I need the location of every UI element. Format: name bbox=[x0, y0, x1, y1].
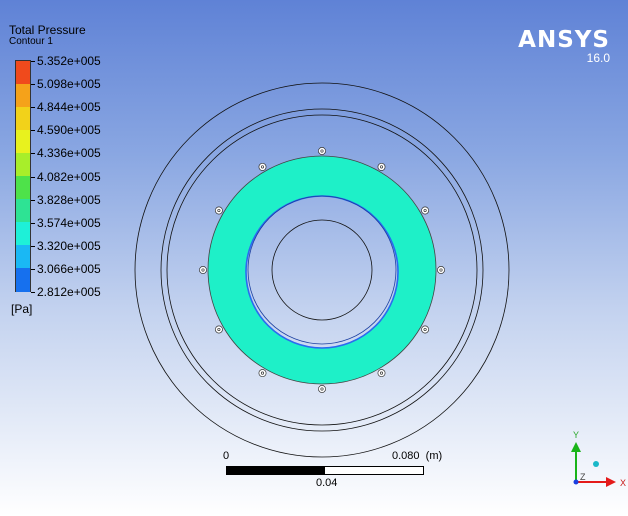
scale-white-segment bbox=[324, 466, 424, 475]
scale-end-label: 0.080 (m) bbox=[392, 450, 442, 462]
bolt-hole-center bbox=[320, 387, 324, 391]
bolt-hole bbox=[318, 147, 326, 155]
bolt-hole-center bbox=[379, 371, 384, 375]
bolt-hole-center bbox=[260, 165, 265, 169]
legend-color-band bbox=[16, 61, 30, 85]
legend-tick-label: 4.590e+005 bbox=[37, 123, 101, 138]
scale-mid-label: 0.04 bbox=[316, 477, 338, 489]
housing-inner-circle bbox=[166, 114, 478, 426]
bolt-hole bbox=[437, 266, 445, 274]
legend-subtitle: Contour 1 bbox=[9, 36, 53, 47]
legend-title: Total Pressure bbox=[9, 23, 86, 37]
legend-tick-label: 3.574e+005 bbox=[37, 215, 101, 230]
bolt-hole-center bbox=[217, 208, 221, 213]
legend-color-band bbox=[16, 84, 30, 108]
bolt-hole bbox=[377, 369, 386, 378]
bolt-hole-center bbox=[439, 268, 443, 272]
bolt-hole bbox=[214, 206, 223, 215]
legend-tick-mark bbox=[31, 268, 35, 270]
housing-outer-circle bbox=[160, 108, 484, 432]
bolt-hole bbox=[421, 325, 430, 334]
triad-z-label: Z bbox=[580, 472, 586, 482]
pressure-ring-inner-edge-2 bbox=[247, 195, 397, 345]
legend-color-band bbox=[16, 245, 30, 269]
legend-color-band bbox=[16, 107, 30, 131]
legend-tick-mark bbox=[31, 61, 35, 62]
triad-x-label: X bbox=[620, 478, 626, 488]
legend-tick-label: 3.320e+005 bbox=[37, 238, 101, 253]
triad-x-arrowhead bbox=[606, 477, 616, 487]
bolt-hole-center bbox=[320, 149, 324, 153]
bolt-hole bbox=[258, 369, 267, 378]
legend-tick-mark bbox=[31, 245, 35, 247]
triad-origin bbox=[573, 479, 579, 485]
bolt-hole bbox=[318, 385, 326, 393]
bolt-hole bbox=[377, 162, 386, 171]
legend-tick-label: 5.352e+005 bbox=[37, 54, 101, 68]
legend-tick-label: 4.336e+005 bbox=[37, 146, 101, 161]
bolt-hole bbox=[199, 266, 207, 274]
scale-bar: 0 0.080 (m) 0.04 bbox=[223, 446, 442, 496]
legend-tick-mark bbox=[31, 107, 35, 109]
scale-black-segment bbox=[226, 466, 324, 475]
legend-tick-label: 2.812e+005 bbox=[37, 285, 101, 299]
legend-tick-label: 5.098e+005 bbox=[37, 77, 101, 92]
legend-tick-label: 4.082e+005 bbox=[37, 169, 101, 184]
scale-start-label: 0 bbox=[223, 450, 230, 462]
bolt-hole bbox=[421, 206, 430, 215]
bolt-holes bbox=[199, 147, 445, 393]
ansys-version: 16.0 bbox=[586, 51, 610, 65]
legend-color-band bbox=[16, 268, 30, 292]
legend-color-band bbox=[16, 176, 30, 200]
legend-tick-mark bbox=[31, 222, 35, 224]
legend-tick-mark bbox=[31, 176, 35, 178]
legend-tick-mark bbox=[31, 130, 35, 132]
triad-z-axis bbox=[593, 461, 599, 467]
pressure-ring-fill bbox=[207, 155, 437, 385]
axis-triad: Y Z X bbox=[571, 430, 626, 488]
scale-end-value: 0.080 bbox=[392, 450, 420, 462]
legend-tick-mark bbox=[31, 199, 35, 201]
ansys-logo: ANSYS 16.0 bbox=[518, 28, 610, 65]
bolt-hole-center bbox=[423, 327, 427, 332]
legend-unit: [Pa] bbox=[11, 302, 33, 316]
legend-color-band bbox=[16, 222, 30, 246]
legend-color-band bbox=[16, 153, 30, 177]
legend-tick-label: 4.844e+005 bbox=[37, 100, 101, 115]
legend-tick-label: 3.066e+005 bbox=[37, 261, 101, 276]
bolt-hole-center bbox=[379, 165, 384, 169]
legend-tick-mark bbox=[31, 292, 35, 293]
bolt-hole bbox=[214, 325, 223, 334]
legend-tick-mark bbox=[31, 153, 35, 155]
bolt-hole-center bbox=[217, 327, 221, 332]
bolt-hole-center bbox=[423, 208, 427, 213]
triad-y-label: Y bbox=[573, 430, 579, 440]
bolt-hole-center bbox=[260, 371, 265, 375]
legend-tick-mark bbox=[31, 84, 35, 86]
legend-color-band bbox=[16, 130, 30, 154]
hub-circle bbox=[271, 219, 373, 321]
triad-y-arrowhead bbox=[571, 442, 581, 452]
contour-ring bbox=[207, 155, 437, 385]
bolt-hole-center bbox=[201, 268, 205, 272]
scale-unit: (m) bbox=[425, 450, 443, 462]
outer-boundary-circle bbox=[134, 82, 510, 458]
ansys-name: ANSYS bbox=[518, 27, 610, 53]
legend-color-band bbox=[16, 199, 30, 223]
legend-colorbar bbox=[15, 60, 31, 292]
legend-tick-label: 3.828e+005 bbox=[37, 192, 101, 207]
bolt-hole bbox=[258, 162, 267, 171]
